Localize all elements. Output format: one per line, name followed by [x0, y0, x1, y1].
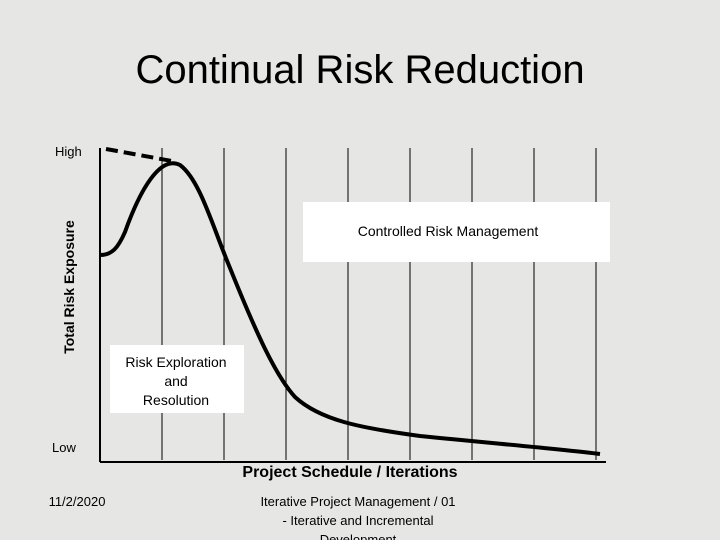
dashed-curve [105, 147, 173, 163]
controlled-label: Controlled Risk Management [358, 223, 539, 239]
x-axis-label: Project Schedule / Iterations [242, 464, 457, 481]
controlled-box [303, 202, 610, 262]
iteration-lines [161, 148, 597, 460]
footer-text: Development [320, 532, 397, 540]
high-label: High [55, 144, 82, 159]
exploration-label: Resolution [143, 392, 209, 408]
risk-curve [99, 161, 601, 456]
footer-date: 11/2/2020 [49, 494, 106, 509]
exploration-label: and [164, 373, 187, 389]
low-label: Low [52, 440, 76, 455]
exploration-box [110, 345, 244, 413]
exploration-label: Risk Exploration [125, 354, 226, 370]
slide-title: Continual Risk Reduction [135, 48, 584, 92]
footer-text: - Iterative and Incremental [282, 513, 433, 528]
y-axis-label: Total Risk Exposure [61, 220, 77, 354]
footer-text: Iterative Project Management / 01 [260, 494, 455, 509]
